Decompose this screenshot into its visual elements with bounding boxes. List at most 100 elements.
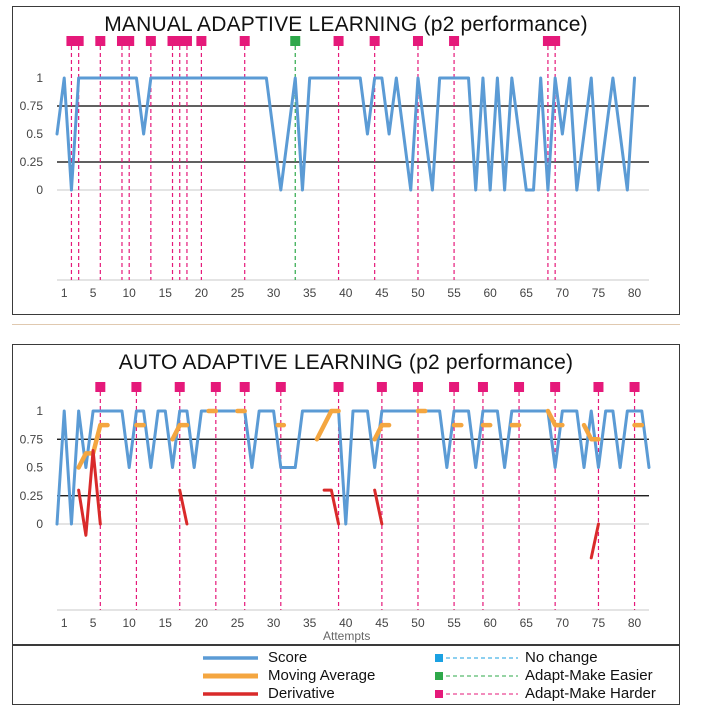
adapt-marker: [66, 36, 77, 46]
y-tick-label: 0.75: [20, 99, 44, 113]
x-tick-label: 20: [195, 616, 209, 630]
adapt-marker: [95, 382, 106, 392]
legend-swatch: [435, 654, 443, 662]
adapt-marker: [239, 36, 250, 46]
adapt-marker: [210, 382, 221, 392]
x-tick-label: 5: [90, 286, 97, 300]
adapt-marker: [550, 36, 561, 46]
adapt-marker: [275, 382, 286, 392]
adapt-marker: [412, 382, 423, 392]
adapt-marker: [449, 382, 460, 392]
series-line: [372, 422, 392, 442]
legend-label-derivative: Derivative: [268, 685, 335, 702]
adapt-marker: [174, 36, 185, 46]
x-tick-label: 1: [61, 286, 68, 300]
x-tick-label: 10: [123, 616, 137, 630]
adapt-marker: [167, 36, 178, 46]
series-line: [589, 522, 600, 560]
x-tick-label: 1: [61, 616, 68, 630]
x-tick-label: 70: [556, 616, 570, 630]
x-tick-label: 60: [483, 616, 497, 630]
legend-label-make-harder: Adapt-Make Harder: [525, 685, 656, 702]
legend-swatch: [435, 690, 443, 698]
x-tick-label: 80: [628, 616, 642, 630]
adapt-marker: [477, 382, 488, 392]
adapt-marker: [550, 382, 561, 392]
adapt-marker: [174, 382, 185, 392]
series-line: [581, 422, 601, 442]
x-tick-label: 80: [628, 286, 642, 300]
x-tick-label: 40: [339, 616, 353, 630]
x-tick-label: 75: [592, 286, 606, 300]
x-axis-label: Attempts: [323, 629, 371, 643]
y-tick-label: 0.25: [20, 489, 44, 503]
adapt-marker: [449, 36, 460, 46]
series-line: [314, 408, 341, 442]
x-tick-label: 50: [411, 616, 425, 630]
adapt-marker: [239, 382, 250, 392]
auto-chart-panel: AUTO ADAPTIVE LEARNING (p2 performance) …: [12, 344, 680, 645]
x-tick-label: 25: [231, 286, 245, 300]
x-tick-label: 50: [411, 286, 425, 300]
adapt-marker: [124, 36, 135, 46]
y-tick-label: 0.75: [20, 432, 44, 446]
x-tick-label: 20: [195, 286, 209, 300]
legend-label-make-easier: Adapt-Make Easier: [525, 667, 653, 684]
x-tick-label: 45: [375, 616, 389, 630]
legend: Score Moving Average Derivative No chang…: [12, 645, 680, 705]
x-tick-label: 15: [159, 616, 173, 630]
adapt-marker: [131, 382, 142, 392]
chart-title: AUTO ADAPTIVE LEARNING (p2 performance): [118, 351, 574, 374]
x-tick-label: 35: [303, 616, 317, 630]
x-tick-label: 45: [375, 286, 389, 300]
series-line: [55, 409, 651, 526]
series-line: [545, 408, 565, 428]
y-tick-label: 0: [36, 517, 43, 531]
series-line: [77, 449, 102, 537]
adapt-marker: [629, 382, 640, 392]
legend-label-moving-average: Moving Average: [268, 667, 376, 684]
adapt-marker: [376, 382, 387, 392]
x-tick-label: 10: [123, 286, 137, 300]
x-tick-label: 60: [483, 286, 497, 300]
adapt-marker: [514, 382, 525, 392]
adapt-marker: [73, 36, 84, 46]
legend-swatches: [203, 654, 518, 698]
x-tick-label: 55: [447, 286, 461, 300]
x-tick-label: 65: [520, 616, 534, 630]
x-tick-label: 40: [339, 286, 353, 300]
x-tick-label: 5: [90, 616, 97, 630]
series-line: [322, 488, 341, 526]
x-tick-label: 75: [592, 616, 606, 630]
manual-chart-panel: MANUAL ADAPTIVE LEARNING (p2 performance…: [12, 6, 680, 315]
series-line: [178, 488, 189, 526]
x-tick-label: 30: [267, 286, 281, 300]
adapt-marker: [290, 36, 301, 46]
chart-title: MANUAL ADAPTIVE LEARNING (p2 performance…: [104, 13, 588, 36]
legend-label-score: Score: [268, 649, 308, 666]
adapt-marker: [333, 36, 344, 46]
y-tick-label: 0.5: [26, 127, 43, 141]
legend-swatch: [435, 672, 443, 680]
y-tick-label: 1: [36, 404, 43, 418]
series-line: [170, 422, 190, 442]
x-tick-label: 15: [159, 286, 173, 300]
y-tick-label: 0.25: [20, 155, 44, 169]
x-tick-label: 55: [447, 616, 461, 630]
adapt-marker: [593, 382, 604, 392]
adapt-marker: [196, 36, 207, 46]
x-tick-label: 65: [520, 286, 534, 300]
adapt-marker: [333, 382, 344, 392]
adapt-marker: [181, 36, 192, 46]
legend-label-no-change: No change: [525, 649, 598, 666]
adapt-marker: [412, 36, 423, 46]
adapt-marker: [542, 36, 553, 46]
panel-divider: [12, 324, 680, 325]
y-tick-label: 0: [36, 183, 43, 197]
x-tick-label: 35: [303, 286, 317, 300]
series-line: [373, 488, 384, 526]
adapt-marker: [95, 36, 106, 46]
adapt-marker: [145, 36, 156, 46]
